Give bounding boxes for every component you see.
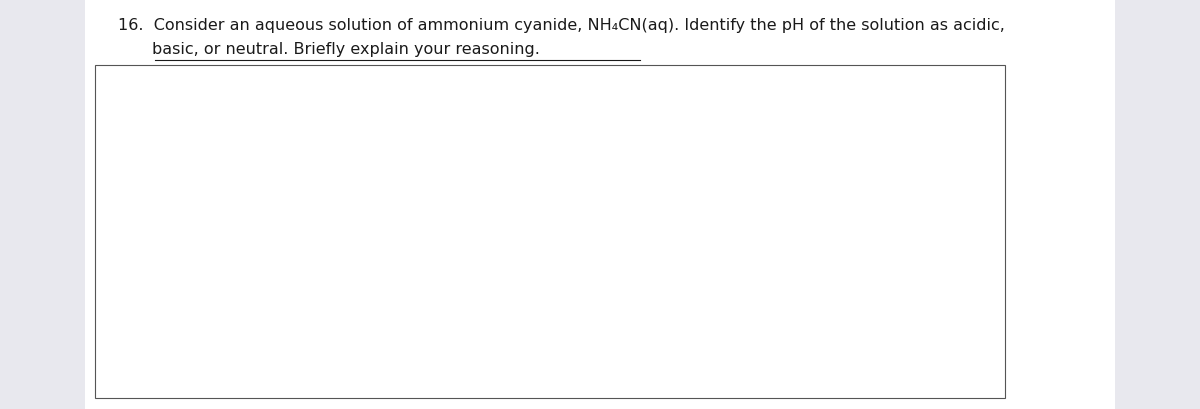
Bar: [85, 0, 1115, 409]
Bar: [95, 65, 1006, 398]
Text: 16.  Consider an aqueous solution of ammonium cyanide, NH₄CN(aq). Identify the p: 16. Consider an aqueous solution of ammo…: [118, 18, 1004, 33]
Text: basic, or neutral. Briefly explain your reasoning.: basic, or neutral. Briefly explain your …: [152, 42, 540, 57]
